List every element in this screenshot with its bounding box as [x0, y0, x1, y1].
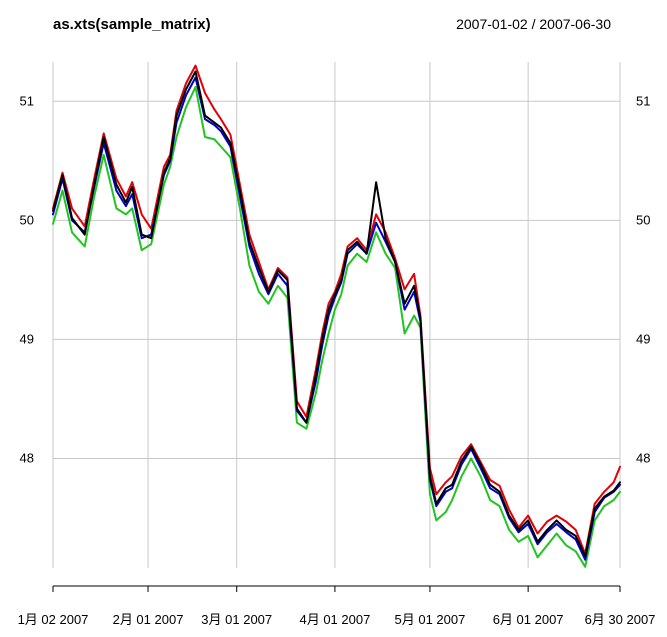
- x-tick-label: 4月 01 2007: [299, 612, 370, 627]
- x-tick-label: 3月 01 2007: [201, 612, 272, 627]
- series-layer: [52, 64, 621, 568]
- chart-date-range: 2007-01-02 / 2007-06-30: [456, 16, 611, 32]
- y-tick-label-left: 51: [20, 93, 34, 108]
- x-tick-label: 5月 01 2007: [395, 612, 466, 627]
- y-tick-label-left: 50: [20, 212, 34, 227]
- y-tick-label-right: 49: [636, 331, 650, 346]
- x-axis: 1月 02 2007 2月 01 2007 3月 01 2007 4月 01 2007…: [18, 585, 656, 627]
- grid-layer: [52, 62, 621, 568]
- x-tick-label: 1月 02 2007: [18, 612, 89, 627]
- series-line-1: [52, 64, 621, 555]
- y-tick-label-right: 50: [636, 212, 650, 227]
- y-tick-label-right: 51: [636, 93, 650, 108]
- series-line-4: [52, 70, 621, 558]
- x-tick-label: 2月 01 2007: [113, 612, 184, 627]
- y-tick-label-left: 48: [20, 450, 34, 465]
- series-line-2: [52, 86, 621, 568]
- chart-title: as.xts(sample_matrix): [53, 16, 211, 33]
- y-tick-label-left: 49: [20, 331, 34, 346]
- y-tick-label-right: 48: [636, 450, 650, 465]
- y-axis-labels: 48 48 49 49 50 50 51 51: [20, 93, 651, 465]
- series-line-3: [52, 76, 621, 561]
- x-tick-label: 6月 30 2007: [585, 612, 656, 627]
- x-tick-label: 6月 01 2007: [493, 612, 564, 627]
